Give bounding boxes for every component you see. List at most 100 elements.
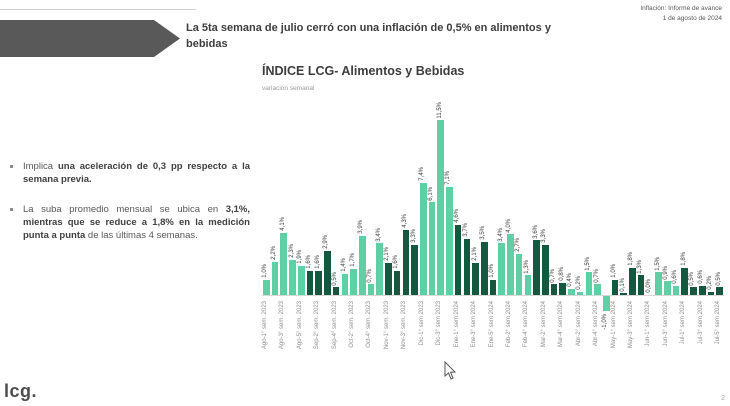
bar-value-label: 4,3% — [401, 213, 408, 228]
bar-value-label: 0,6% — [672, 270, 679, 284]
slide-title: La 5ta semana de julio cerró con una inf… — [186, 22, 551, 50]
bar — [437, 120, 444, 295]
bar — [681, 267, 689, 295]
bar — [515, 253, 523, 295]
bar — [297, 266, 305, 295]
bar — [446, 187, 453, 295]
bar-value-label: 0,8% — [558, 267, 565, 281]
bar — [576, 291, 584, 295]
bar — [637, 275, 645, 295]
chart-plot: 1,0% Ago-1° sem. 2023 2,2% 4,1% Ago-3° sem. … — [262, 100, 724, 390]
bar-value-label: 1,8% — [680, 251, 687, 266]
bar-value-label: 3,3% — [541, 229, 548, 243]
bullet-text-bold: una aceleración de 0,3 pp respecto a la … — [23, 161, 250, 186]
bullet-text-lead: La suba promedio mensual se ubica en — [23, 203, 226, 215]
bar — [533, 240, 540, 295]
x-axis-tick-label: Jun-1° sem 2024 — [645, 301, 652, 347]
bullet-text-lead: Implica — [23, 161, 58, 172]
x-axis-tick-label: Abr-4° sem 2024 — [593, 301, 600, 347]
bullet-marker-icon — [10, 165, 13, 168]
arrow-banner-shape — [0, 20, 180, 57]
bullet-text: Implica una aceleración de 0,3 pp respec… — [23, 160, 250, 187]
bar-value-label: 2,1% — [384, 247, 391, 262]
bar-value-label: -1,0% — [602, 314, 609, 330]
bar-value-label: 1,0% — [262, 264, 269, 278]
bar — [419, 182, 427, 295]
x-axis-tick-label: Ene-3° sem 2024 — [471, 301, 478, 348]
bar-value-label: 0,1% — [619, 277, 626, 292]
bar-value-label: 3,3% — [410, 229, 417, 243]
bar-value-label: 4,6% — [454, 209, 461, 224]
bar — [559, 282, 567, 295]
bar-value-label: 0,9% — [663, 265, 670, 280]
bar-value-label: 3,7% — [462, 223, 469, 237]
bar-value-label: 1,6% — [314, 255, 321, 269]
bar-value-label: 2,1% — [471, 247, 478, 262]
bar — [585, 272, 593, 295]
x-axis-tick-label: Ago-3° sem. 2023 — [279, 301, 286, 350]
bar-value-label: 2,9% — [323, 235, 330, 249]
bar-value-label: 2,3% — [288, 244, 295, 259]
bar — [411, 244, 418, 295]
bar — [350, 269, 357, 295]
bar — [463, 238, 471, 295]
bar — [324, 250, 331, 295]
x-axis-tick-label: Dic-1° sem 2023 — [418, 301, 425, 346]
x-axis-tick-label: Sep-2° sem. 2023 — [314, 301, 321, 350]
bar — [524, 275, 532, 295]
bar — [698, 285, 706, 295]
bar — [603, 296, 610, 312]
x-axis-tick-label: Jul-5° sem 2024 — [715, 301, 722, 345]
x-axis-tick-label: Abr-2° sem 2024 — [575, 301, 582, 347]
bar-value-label: 4,0% — [506, 218, 513, 233]
x-axis-tick-label: Feb-2° sem 2024 — [505, 301, 512, 348]
bullet-text-tail: de las últimas 4 semanas. — [87, 230, 198, 242]
bar-value-label: 1,6% — [305, 255, 312, 269]
bar-value-label: 1,6% — [393, 255, 400, 269]
x-axis-tick-label: Mar-4° sem 2024 — [558, 301, 565, 348]
bar — [332, 287, 340, 295]
bar-value-label: 3,6% — [532, 224, 539, 239]
bar-value-label: 0,4% — [567, 273, 574, 287]
x-axis-tick-label: Oct-4° sem. 2023 — [366, 301, 373, 348]
mouse-cursor-icon — [444, 361, 457, 380]
bar — [690, 287, 697, 295]
bar — [480, 241, 488, 295]
bar-value-label: 1,8% — [628, 251, 635, 266]
x-axis-tick-label: Sep-4° sem. 2023 — [331, 301, 338, 350]
x-axis-tick-label: Ago-1° sem. 2023 — [261, 301, 268, 350]
x-axis-tick-label: Jun-3° sem 2024 — [662, 301, 669, 347]
bar-value-label: 1,4% — [340, 258, 347, 272]
bar-value-label: 1,3% — [637, 259, 644, 274]
x-axis-tick-label: Ene-1° sem 2024 — [453, 301, 460, 348]
bar — [629, 267, 636, 295]
bar-value-label: 1,5% — [584, 256, 591, 271]
bar — [315, 270, 322, 295]
bullet-text: La suba promedio mensual se ubica en 3,1… — [23, 203, 250, 243]
page-number: 2 — [721, 395, 725, 402]
chart-subtitle: variación semanal — [262, 85, 315, 92]
x-axis-tick-label: Jul-1° sem 2024 — [680, 301, 687, 345]
bar — [454, 225, 462, 295]
bar-value-label: 4,1% — [279, 217, 286, 231]
bar-value-label: 1,7% — [349, 253, 356, 268]
bar — [393, 270, 401, 295]
bar — [376, 243, 383, 295]
bar-value-label: 0,7% — [366, 268, 373, 283]
bar — [568, 288, 575, 295]
bar-value-label: 3,4% — [375, 227, 382, 242]
report-name: Inflación: Informe de avance — [640, 5, 722, 12]
top-divider-line — [0, 9, 196, 10]
bar-value-label: 1,5% — [654, 256, 661, 271]
bar — [289, 260, 296, 295]
bar — [672, 285, 680, 295]
bar-value-label: 1,0% — [489, 264, 495, 278]
x-axis-tick-label: Mar-2° sem 2024 — [540, 301, 547, 348]
x-axis-tick-label: Dic-3° sem 2023 — [436, 301, 443, 346]
bar-value-label: 0,2% — [706, 276, 713, 290]
x-axis-line — [262, 295, 724, 296]
x-axis-tick-label: Jul-3° sem 2024 — [697, 301, 704, 345]
bar-value-label: 1,9% — [297, 250, 304, 265]
x-axis-tick-label: Nov-1° sem. 2023 — [383, 301, 390, 350]
